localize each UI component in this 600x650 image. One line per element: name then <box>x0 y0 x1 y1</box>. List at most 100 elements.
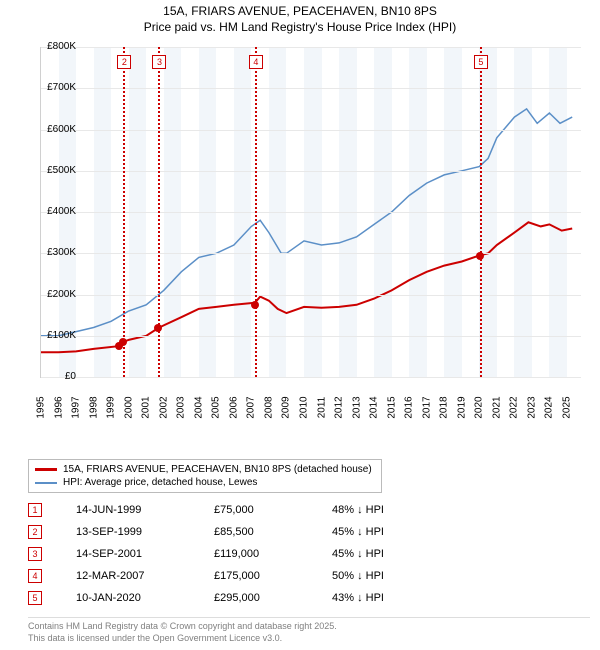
legend-line-blue <box>35 482 57 484</box>
attribution: Contains HM Land Registry data © Crown c… <box>28 617 590 644</box>
tx-diff: 50% ↓ HPI <box>332 565 392 587</box>
x-axis-label: 1997 <box>71 393 82 423</box>
gridline-h <box>41 212 581 213</box>
x-axis-label: 2002 <box>158 393 169 423</box>
legend-label-red: 15A, FRIARS AVENUE, PEACEHAVEN, BN10 8PS… <box>63 464 372 475</box>
plot: 1995199619971998199920002001200220032004… <box>40 47 581 378</box>
legend-row-blue: HPI: Average price, detached house, Lewe… <box>35 476 375 489</box>
gridline-h <box>41 295 581 296</box>
gridline-h <box>41 377 581 378</box>
x-axis-label: 2019 <box>456 393 467 423</box>
x-axis-label: 2009 <box>281 393 292 423</box>
table-row: 3 14-SEP-2001£119,00045% ↓ HPI <box>28 543 392 565</box>
sale-marker-box: 5 <box>474 55 488 69</box>
table-row: 2 13-SEP-1999£85,50045% ↓ HPI <box>28 521 392 543</box>
attribution-line-2: This data is licensed under the Open Gov… <box>28 633 590 645</box>
gridline-h <box>41 171 581 172</box>
legend-label-blue: HPI: Average price, detached house, Lewe… <box>63 477 257 488</box>
x-axis-label: 2018 <box>439 393 450 423</box>
x-axis-label: 2017 <box>421 393 432 423</box>
tx-marker-box: 5 <box>28 591 42 605</box>
sale-vline <box>255 47 257 377</box>
tx-date: 12-MAR-2007 <box>76 565 214 587</box>
table-row: 1 14-JUN-1999£75,00048% ↓ HPI <box>28 499 392 521</box>
tx-marker-box: 2 <box>28 525 42 539</box>
x-axis-label: 2006 <box>228 393 239 423</box>
sale-dot <box>154 324 162 332</box>
tx-diff: 48% ↓ HPI <box>332 499 392 521</box>
x-axis-label: 2005 <box>211 393 222 423</box>
sale-marker-box: 4 <box>249 55 263 69</box>
tx-marker-box: 4 <box>28 569 42 583</box>
y-axis-label: £600K <box>47 124 76 135</box>
y-axis-label: £100K <box>47 330 76 341</box>
chart-title: 15A, FRIARS AVENUE, PEACEHAVEN, BN10 8PS… <box>0 0 600 37</box>
tx-price: £175,000 <box>214 565 332 587</box>
title-line-2: Price paid vs. HM Land Registry's House … <box>0 20 600 36</box>
x-axis-label: 2004 <box>193 393 204 423</box>
sale-vline <box>123 47 125 377</box>
sale-vline <box>480 47 482 377</box>
legend: 15A, FRIARS AVENUE, PEACEHAVEN, BN10 8PS… <box>28 459 382 493</box>
title-line-1: 15A, FRIARS AVENUE, PEACEHAVEN, BN10 8PS <box>0 4 600 20</box>
tx-price: £75,000 <box>214 499 332 521</box>
sale-dot <box>476 252 484 260</box>
x-axis-label: 2000 <box>123 393 134 423</box>
table-row: 4 12-MAR-2007£175,00050% ↓ HPI <box>28 565 392 587</box>
tx-diff: 45% ↓ HPI <box>332 521 392 543</box>
hpi-line <box>41 109 572 336</box>
tx-date: 13-SEP-1999 <box>76 521 214 543</box>
x-axis-label: 1996 <box>53 393 64 423</box>
x-axis-label: 2013 <box>351 393 362 423</box>
x-axis-label: 2014 <box>369 393 380 423</box>
x-axis-label: 2025 <box>561 393 572 423</box>
y-axis-label: £700K <box>47 82 76 93</box>
tx-price: £119,000 <box>214 543 332 565</box>
attribution-line-1: Contains HM Land Registry data © Crown c… <box>28 621 590 633</box>
y-axis-label: £800K <box>47 41 76 52</box>
x-axis-label: 2023 <box>526 393 537 423</box>
gridline-h <box>41 88 581 89</box>
gridline-h <box>41 336 581 337</box>
x-axis-label: 2010 <box>298 393 309 423</box>
x-axis-label: 2003 <box>176 393 187 423</box>
tx-price: £295,000 <box>214 587 332 609</box>
sale-marker-box: 2 <box>117 55 131 69</box>
x-axis-label: 2012 <box>334 393 345 423</box>
legend-row-red: 15A, FRIARS AVENUE, PEACEHAVEN, BN10 8PS… <box>35 463 375 476</box>
transactions-table: 1 14-JUN-1999£75,00048% ↓ HPI 2 13-SEP-1999… <box>28 499 392 609</box>
table-row: 5 10-JAN-2020£295,00043% ↓ HPI <box>28 587 392 609</box>
x-axis-label: 2016 <box>404 393 415 423</box>
x-axis-label: 2007 <box>246 393 257 423</box>
gridline-h <box>41 47 581 48</box>
tx-date: 14-JUN-1999 <box>76 499 214 521</box>
y-axis-label: £0 <box>65 371 76 382</box>
x-axis-label: 2008 <box>263 393 274 423</box>
x-axis-label: 2022 <box>509 393 520 423</box>
chart-area: 1995199619971998199920002001200220032004… <box>40 37 600 417</box>
x-axis-label: 2024 <box>544 393 555 423</box>
y-axis-label: £200K <box>47 289 76 300</box>
tx-date: 10-JAN-2020 <box>76 587 214 609</box>
x-axis-label: 1999 <box>106 393 117 423</box>
tx-diff: 43% ↓ HPI <box>332 587 392 609</box>
x-axis-label: 2020 <box>474 393 485 423</box>
sale-dot <box>119 338 127 346</box>
gridline-h <box>41 130 581 131</box>
sale-dot <box>251 301 259 309</box>
y-axis-label: £300K <box>47 247 76 258</box>
tx-marker-box: 1 <box>28 503 42 517</box>
x-axis-label: 2001 <box>141 393 152 423</box>
y-axis-label: £500K <box>47 165 76 176</box>
tx-date: 14-SEP-2001 <box>76 543 214 565</box>
x-axis-label: 1995 <box>36 393 47 423</box>
tx-diff: 45% ↓ HPI <box>332 543 392 565</box>
x-axis-label: 1998 <box>88 393 99 423</box>
x-axis-label: 2011 <box>316 393 327 423</box>
legend-line-red <box>35 468 57 471</box>
y-axis-label: £400K <box>47 206 76 217</box>
x-axis-label: 2021 <box>491 393 502 423</box>
tx-marker-box: 3 <box>28 547 42 561</box>
gridline-h <box>41 253 581 254</box>
tx-price: £85,500 <box>214 521 332 543</box>
